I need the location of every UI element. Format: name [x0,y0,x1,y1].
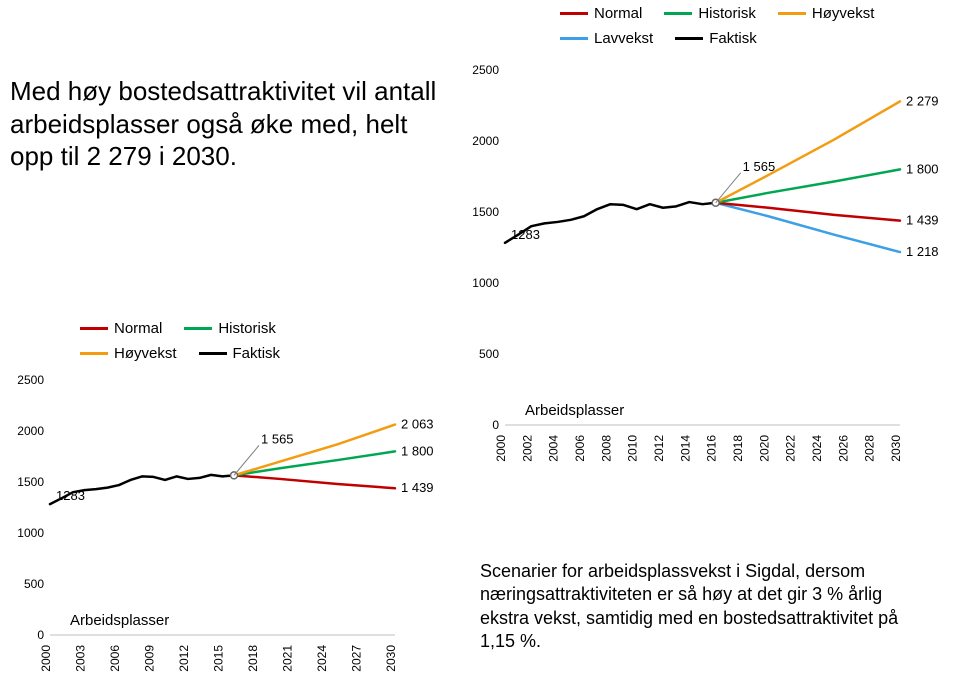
legend-right-row1: Normal Historisk Høyvekst [560,5,874,22]
svg-text:500: 500 [479,347,499,361]
svg-text:2000: 2000 [494,435,508,462]
svg-text:2500: 2500 [472,63,499,77]
legend2-line-historisk [184,327,212,330]
svg-text:2020: 2020 [757,435,771,462]
svg-text:1283: 1283 [511,227,540,242]
legend-left-row2: Høyvekst Faktisk [80,345,280,362]
svg-text:0: 0 [37,628,44,642]
svg-text:2018: 2018 [731,435,745,462]
legend-historisk: Historisk [664,5,756,22]
svg-text:2006: 2006 [573,435,587,462]
svg-text:2028: 2028 [863,435,877,462]
svg-text:2027: 2027 [350,645,364,672]
page: Med høy bostedsattraktivitet vil antall … [0,0,960,700]
legend-hoyvekst: Høyvekst [778,5,875,22]
legend2-line-faktisk [199,352,227,355]
chart-left: 0 500 1000 1500 2000 2500 2000 2003 2006 2009 2012… [5,370,445,690]
svg-text:2000: 2000 [39,645,53,672]
svg-text:2003: 2003 [74,645,88,672]
legend-line-faktisk [675,37,703,40]
legend2-line-normal [80,327,108,330]
legend-lavvekst: Lavvekst [560,30,653,47]
intro-text: Med høy bostedsattraktivitet vil antall … [10,75,440,173]
svg-text:2500: 2500 [17,373,44,387]
svg-text:1 800: 1 800 [906,161,939,176]
svg-text:2016: 2016 [705,435,719,462]
svg-text:2012: 2012 [652,435,666,462]
svg-text:2006: 2006 [108,645,122,672]
svg-text:2015: 2015 [212,645,226,672]
svg-text:1500: 1500 [472,205,499,219]
legend-label-hoyvekst: Høyvekst [812,5,875,22]
legend-line-historisk [664,12,692,15]
svg-text:500: 500 [24,577,44,591]
svg-text:2030: 2030 [889,435,903,462]
svg-text:1283: 1283 [56,488,85,503]
svg-text:2 063: 2 063 [401,417,434,432]
legend2-label-faktisk: Faktisk [233,345,281,362]
legend2-faktisk: Faktisk [199,345,281,362]
legend-label-historisk: Historisk [698,5,756,22]
legend-line-lavvekst [560,37,588,40]
legend2-historisk: Historisk [184,320,276,337]
legend2-label-normal: Normal [114,320,162,337]
svg-text:0: 0 [492,418,499,432]
svg-text:2009: 2009 [143,645,157,672]
svg-text:1 800: 1 800 [401,443,434,458]
legend-label-normal: Normal [594,5,642,22]
svg-text:Arbeidsplasser: Arbeidsplasser [70,612,169,629]
chart-right: 0 500 1000 1500 2000 2500 2000 2002 2004 2006 2008… [460,60,950,480]
svg-text:1500: 1500 [17,475,44,489]
svg-text:1 439: 1 439 [906,213,939,228]
caption-text: Scenarier for arbeidsplassvekst i Sigdal… [480,560,935,654]
svg-text:2022: 2022 [784,435,798,462]
legend2-hoyvekst: Høyvekst [80,345,177,362]
legend-line-hoyvekst [778,12,806,15]
svg-text:Arbeidsplasser: Arbeidsplasser [525,402,624,419]
svg-text:2021: 2021 [281,645,295,672]
svg-text:1 565: 1 565 [743,159,776,174]
svg-text:2024: 2024 [315,645,329,672]
svg-text:2012: 2012 [177,645,191,672]
svg-text:2014: 2014 [678,435,692,462]
svg-text:2010: 2010 [626,435,640,462]
svg-text:1000: 1000 [472,276,499,290]
legend2-normal: Normal [80,320,162,337]
svg-text:2000: 2000 [472,134,499,148]
svg-text:2018: 2018 [246,645,260,672]
legend-label-faktisk: Faktisk [709,30,757,47]
svg-text:2 279: 2 279 [906,93,939,108]
svg-text:1000: 1000 [17,526,44,540]
svg-text:1 565: 1 565 [261,431,294,446]
legend-line-normal [560,12,588,15]
svg-text:2008: 2008 [599,435,613,462]
legend-faktisk: Faktisk [675,30,757,47]
svg-text:2024: 2024 [810,435,824,462]
legend2-label-hoyvekst: Høyvekst [114,345,177,362]
svg-text:2000: 2000 [17,424,44,438]
svg-text:2002: 2002 [520,435,534,462]
legend-normal: Normal [560,5,642,22]
svg-text:2026: 2026 [836,435,850,462]
svg-text:2004: 2004 [547,435,561,462]
svg-text:1 439: 1 439 [401,480,434,495]
legend-left-row1: Normal Historisk [80,320,276,337]
svg-text:2030: 2030 [384,645,398,672]
legend2-label-historisk: Historisk [218,320,276,337]
legend-right-row2: Lavvekst Faktisk [560,30,757,47]
legend2-line-hoyvekst [80,352,108,355]
svg-text:1 218: 1 218 [906,244,939,259]
legend-label-lavvekst: Lavvekst [594,30,653,47]
